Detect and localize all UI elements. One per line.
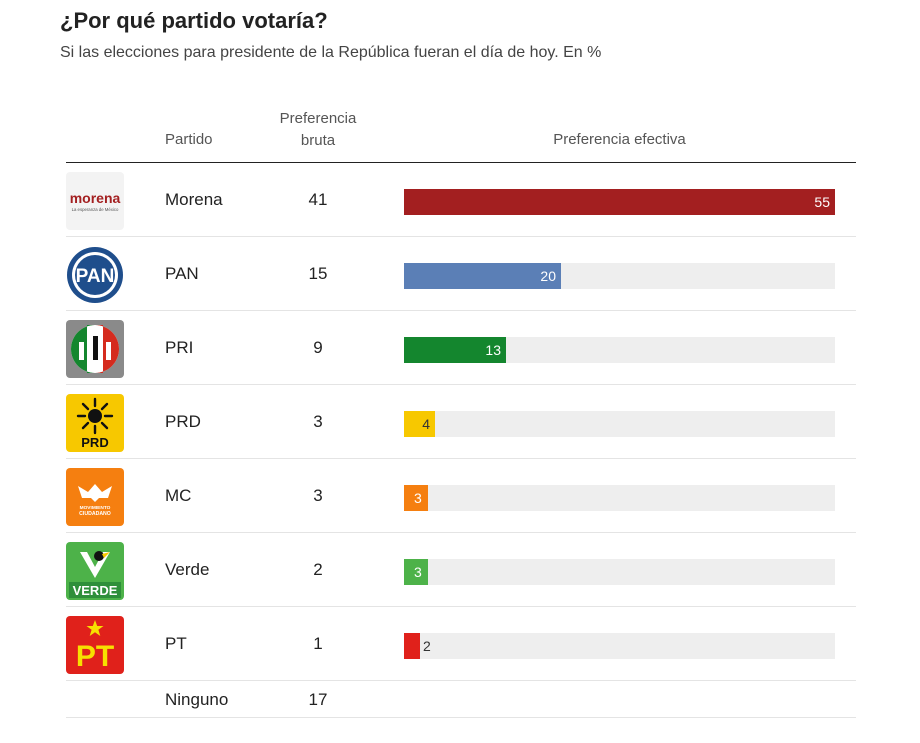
chart-subtitle: Si las elecciones para presidente de la …: [60, 44, 602, 61]
bar-label-verde: 3: [414, 564, 422, 580]
bar-track: 13: [404, 337, 835, 363]
header-bruta-line2: bruta: [300, 132, 336, 149]
prd-logo-icon: PRD: [66, 394, 124, 452]
chart-title: ¿Por qué partido votaría?: [60, 8, 328, 33]
bar-label-pri: 13: [485, 342, 501, 358]
bar-track: 3: [404, 485, 835, 511]
bar-label-morena: 55: [814, 194, 830, 210]
party-name: Verde: [165, 560, 210, 579]
bar-track: 3: [404, 559, 835, 585]
party-name: Ninguno: [165, 690, 229, 709]
bruta-value: 15: [308, 264, 328, 283]
bruta-value: 3: [313, 412, 323, 431]
header-preferencia-bruta: Preferencia bruta: [268, 108, 368, 152]
bar-pri: [404, 337, 506, 363]
mc-logo-text1: MOVIMIENTO: [80, 505, 111, 511]
bar-label-pt: 2: [423, 638, 431, 654]
bar-morena: [404, 189, 835, 215]
header-preferencia-efectiva: Preferencia efectiva: [553, 131, 686, 148]
prd-logo-text: PRD: [81, 435, 108, 450]
party-name: MC: [165, 486, 192, 505]
bruta-value: 41: [308, 190, 328, 209]
header-rule: [66, 162, 856, 163]
verde-logo-text: VERDE: [73, 583, 118, 598]
bar-mc: [404, 485, 428, 511]
party-name: PAN: [165, 264, 199, 283]
bar-track: 4: [404, 411, 835, 437]
bar-label-pan: 20: [540, 268, 556, 284]
bar-prd: [404, 411, 435, 437]
table-row-verde: VERDE Verde 2 3: [66, 533, 856, 607]
table-row-pri: PRI 9 13: [66, 311, 856, 385]
bar-pan: [404, 263, 561, 289]
table-row-pt: PT PT 1 2: [66, 607, 856, 681]
bar-label-mc: 3: [414, 490, 422, 506]
bar-track: 20: [404, 263, 835, 289]
bruta-value: 3: [313, 486, 323, 505]
party-name: PRD: [165, 412, 201, 431]
table-row-pan: PAN PAN 15 20: [66, 237, 856, 311]
bruta-value: 1: [313, 634, 323, 653]
table-row-mc: MOVIMIENTO CIUDADANO MC 3 3: [66, 459, 856, 533]
pan-logo-icon: PAN: [66, 246, 124, 304]
morena-logo-icon: morena La esperanza de México: [66, 172, 124, 230]
bruta-value: 17: [308, 690, 328, 709]
header-partido: Partido: [165, 131, 213, 148]
bar-track: 55: [404, 189, 835, 215]
pan-logo-text: PAN: [76, 266, 115, 287]
table-row-morena: morena La esperanza de México Morena 41 …: [66, 163, 856, 237]
pt-logo-text: PT: [76, 640, 114, 673]
table-row-ninguno: Ninguno 17: [66, 682, 856, 718]
bruta-value: 9: [313, 338, 323, 357]
morena-logo-tagline: La esperanza de México: [72, 207, 119, 212]
table-row-prd: PRD PRD 3 4: [66, 385, 856, 459]
bar-verde: [404, 559, 428, 585]
mc-logo-text2: CIUDADANO: [79, 511, 111, 517]
party-name: PT: [165, 634, 187, 653]
bar-label-prd: 4: [422, 416, 430, 432]
bruta-value: 2: [313, 560, 323, 579]
bar-pt: [404, 633, 420, 659]
header-bruta-line1: Preferencia: [279, 110, 357, 127]
party-name: Morena: [165, 190, 223, 209]
pri-logo-icon: [66, 320, 124, 378]
party-name: PRI: [165, 338, 194, 357]
verde-logo-icon: VERDE: [66, 542, 124, 600]
mc-logo-icon: MOVIMIENTO CIUDADANO: [66, 468, 124, 526]
morena-logo-text: morena: [70, 190, 121, 206]
bar-track: 2: [404, 633, 835, 659]
pt-logo-icon: PT: [66, 616, 124, 674]
